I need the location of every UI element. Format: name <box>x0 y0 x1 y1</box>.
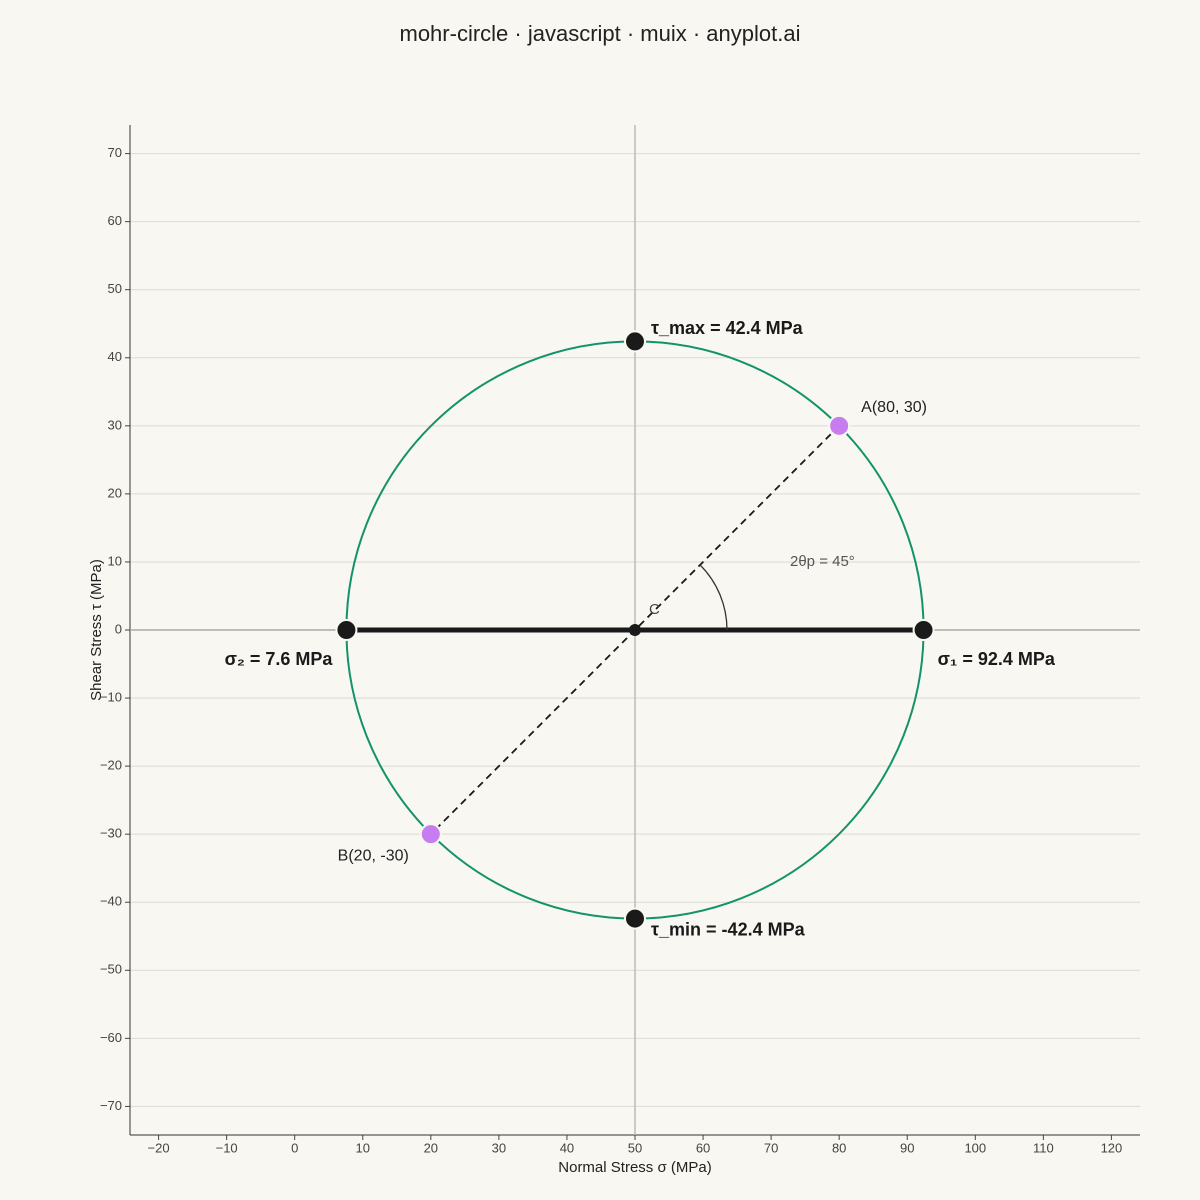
x-tick-label: 90 <box>900 1140 914 1155</box>
stress-point <box>828 414 851 437</box>
shear-label: τ_min = -42.4 MPa <box>651 919 806 939</box>
y-tick-label: −60 <box>100 1030 122 1045</box>
y-tick-label: −20 <box>100 758 122 773</box>
principal-point <box>335 619 358 641</box>
stress-point <box>419 823 442 846</box>
y-axis-label: Shear Stress τ (MPa) <box>88 559 105 701</box>
y-tick-label: −70 <box>100 1098 122 1113</box>
x-tick-label: −10 <box>216 1140 238 1155</box>
x-tick-label: 70 <box>764 1140 778 1155</box>
y-tick-label: 40 <box>108 349 122 364</box>
x-tick-label: 10 <box>356 1140 370 1155</box>
y-tick-label: −50 <box>100 962 122 977</box>
center-label: C <box>649 601 660 618</box>
shear-point <box>624 907 646 930</box>
x-tick-label: 80 <box>832 1140 846 1155</box>
x-tick-label: 120 <box>1101 1140 1123 1155</box>
y-tick-label: 50 <box>108 281 122 296</box>
x-tick-label: 50 <box>628 1140 642 1155</box>
principal-label: σ₁ = 92.4 MPa <box>938 649 1056 669</box>
x-tick-label: 110 <box>1033 1140 1054 1155</box>
principal-point <box>912 619 935 641</box>
shear-point <box>624 330 646 353</box>
y-tick-label: 30 <box>108 417 122 432</box>
x-tick-label: 100 <box>964 1140 986 1155</box>
y-tick-label: −40 <box>100 894 122 909</box>
x-tick-label: 30 <box>492 1140 506 1155</box>
y-tick-label: 20 <box>108 485 122 500</box>
y-tick-label: 70 <box>108 145 122 160</box>
y-tick-label: 0 <box>115 621 122 636</box>
x-tick-label: −20 <box>148 1140 170 1155</box>
stress-label: B(20, -30) <box>338 847 409 864</box>
principal-label: σ₂ = 7.6 MPa <box>225 649 334 669</box>
y-tick-label: 10 <box>108 553 122 568</box>
angle-label: 2θp = 45° <box>790 553 855 570</box>
y-tick-label: −30 <box>100 826 122 841</box>
y-tick-label: 60 <box>108 213 122 228</box>
angle-arc <box>699 564 728 631</box>
y-tick-label: −10 <box>100 689 122 704</box>
x-tick-label: 40 <box>560 1140 574 1155</box>
chart-title: mohr-circle · javascript · muix · anyplo… <box>400 21 801 46</box>
x-tick-label: 0 <box>291 1140 298 1155</box>
stress-label: A(80, 30) <box>861 399 927 416</box>
x-axis-label: Normal Stress σ (MPa) <box>558 1159 711 1176</box>
center-point <box>629 624 641 636</box>
x-tick-label: 20 <box>424 1140 438 1155</box>
x-tick-label: 60 <box>696 1140 710 1155</box>
shear-label: τ_max = 42.4 MPa <box>651 318 804 338</box>
